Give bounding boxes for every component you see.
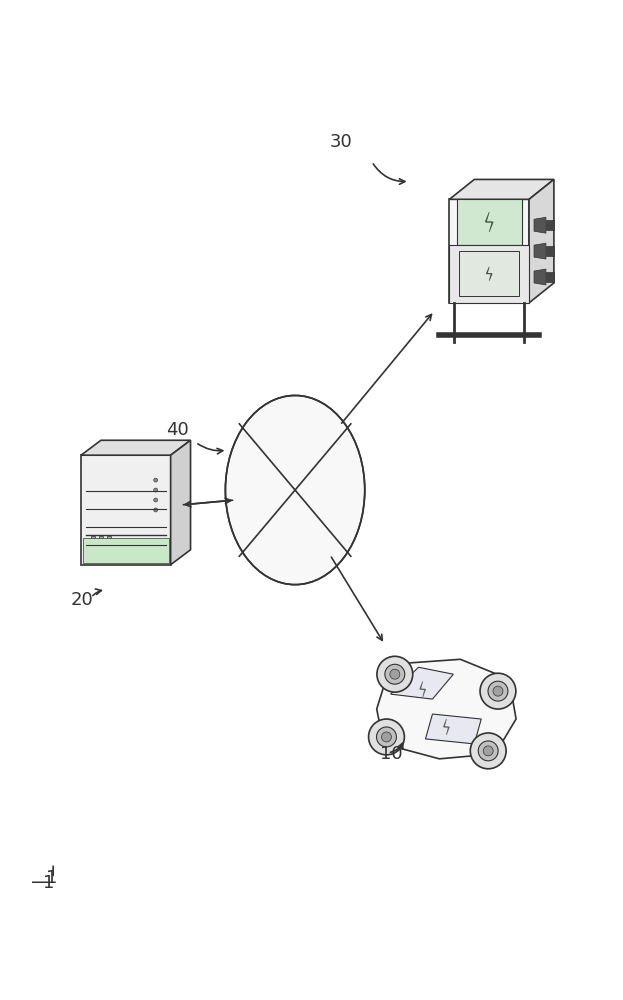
Bar	[457, 199, 521, 245]
Text: 20: 20	[71, 591, 94, 609]
Circle shape	[369, 719, 404, 755]
Circle shape	[154, 478, 158, 482]
Bar	[546, 220, 554, 230]
Polygon shape	[171, 440, 191, 565]
Polygon shape	[449, 179, 554, 199]
Polygon shape	[377, 659, 516, 759]
Polygon shape	[534, 217, 546, 233]
Bar	[99, 536, 103, 540]
Polygon shape	[81, 440, 191, 455]
Bar	[459, 251, 519, 296]
Text: 40: 40	[166, 421, 188, 439]
Bar	[546, 246, 554, 256]
Bar	[83, 538, 169, 563]
Circle shape	[376, 727, 396, 747]
Text: 1: 1	[43, 874, 55, 892]
Circle shape	[470, 733, 506, 769]
Polygon shape	[391, 667, 454, 699]
Circle shape	[483, 746, 493, 756]
Text: —: —	[31, 873, 51, 892]
Circle shape	[390, 669, 400, 679]
Polygon shape	[81, 455, 171, 565]
Circle shape	[154, 488, 158, 492]
Circle shape	[488, 681, 508, 701]
Circle shape	[385, 664, 405, 684]
Circle shape	[154, 508, 158, 512]
Ellipse shape	[226, 395, 364, 585]
Text: 10: 10	[379, 745, 402, 763]
Circle shape	[493, 686, 503, 696]
Polygon shape	[444, 719, 449, 735]
Polygon shape	[449, 199, 529, 303]
Polygon shape	[534, 269, 546, 285]
Bar	[449, 245, 529, 303]
Bar	[546, 272, 554, 282]
Circle shape	[377, 656, 413, 692]
Bar	[91, 536, 95, 540]
Text: 30: 30	[330, 133, 353, 151]
Circle shape	[381, 732, 391, 742]
Polygon shape	[485, 212, 493, 232]
Polygon shape	[486, 267, 492, 281]
Polygon shape	[529, 179, 554, 303]
Text: 1: 1	[46, 869, 57, 887]
Bar	[107, 536, 111, 540]
Polygon shape	[426, 714, 481, 744]
Circle shape	[154, 498, 158, 502]
Polygon shape	[534, 243, 546, 259]
Circle shape	[478, 741, 498, 761]
Polygon shape	[420, 681, 426, 697]
Circle shape	[480, 673, 516, 709]
